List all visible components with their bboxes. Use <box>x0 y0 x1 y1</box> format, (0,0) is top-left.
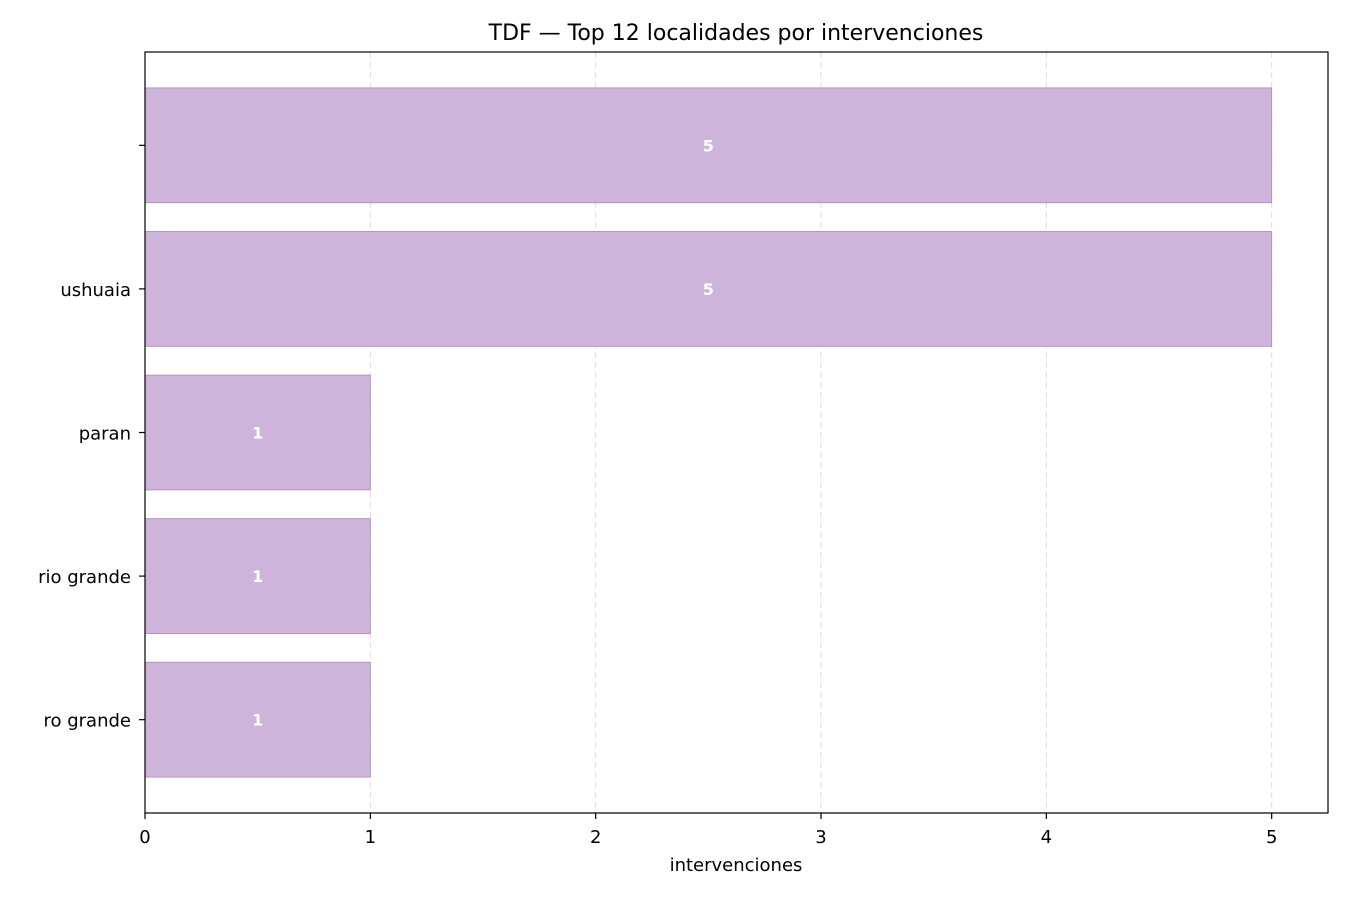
x-axis-ticks: 0 1 2 3 4 5 <box>139 813 1277 848</box>
x-tick-label: 3 <box>815 827 826 848</box>
y-tick-label: ushuaia <box>60 280 131 301</box>
y-tick-label: paran <box>79 424 131 445</box>
y-tick-label: ro grande <box>43 711 131 732</box>
bar-value-label: 5 <box>703 136 714 155</box>
chart-title: TDF — Top 12 localidades por intervencio… <box>488 21 984 46</box>
x-tick-label: 5 <box>1266 827 1277 848</box>
bar-value-label: 1 <box>252 711 263 730</box>
x-tick-label: 0 <box>139 827 150 848</box>
bar <box>144 87 1273 204</box>
bars: 5 5 1 1 1 <box>144 87 1273 778</box>
bar-value-label: 1 <box>252 424 263 443</box>
bar-value-label: 5 <box>703 280 714 299</box>
x-axis-label: intervenciones <box>670 855 803 876</box>
x-tick-label: 1 <box>365 827 376 848</box>
bar-value-label: 1 <box>252 567 263 586</box>
bar <box>144 374 371 491</box>
y-tick-label: rio grande <box>38 567 131 588</box>
x-tick-label: 4 <box>1041 827 1052 848</box>
x-tick-label: 2 <box>590 827 601 848</box>
bar <box>144 518 371 634</box>
y-axis-ticks: ushuaia paran rio grande ro grande <box>38 144 145 732</box>
bar <box>144 231 1273 347</box>
